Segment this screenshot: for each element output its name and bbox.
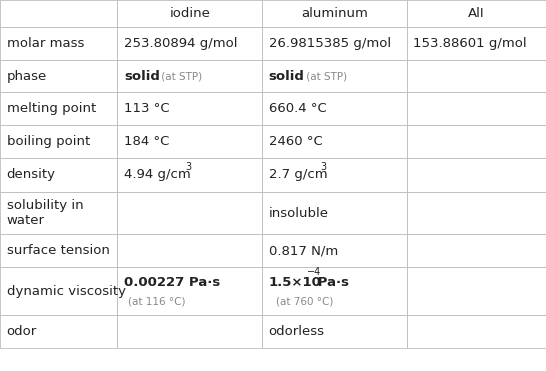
Bar bbox=[0, 315, 117, 348]
Bar bbox=[117, 267, 262, 315]
Bar bbox=[117, 192, 262, 234]
Text: odorless: odorless bbox=[269, 325, 325, 338]
Text: AlI: AlI bbox=[468, 7, 485, 20]
Text: 26.9815385 g/mol: 26.9815385 g/mol bbox=[269, 37, 391, 50]
Text: 0.817 N/m: 0.817 N/m bbox=[269, 244, 338, 257]
Bar bbox=[262, 315, 407, 348]
Text: 253.80894 g/mol: 253.80894 g/mol bbox=[124, 37, 238, 50]
Text: boiling point: boiling point bbox=[7, 135, 90, 148]
Text: 3: 3 bbox=[186, 162, 192, 172]
Text: (at 116 °C): (at 116 °C) bbox=[128, 297, 186, 307]
Text: melting point: melting point bbox=[7, 102, 96, 115]
Bar bbox=[262, 158, 407, 192]
Bar bbox=[407, 0, 546, 27]
Bar bbox=[117, 315, 262, 348]
Bar bbox=[0, 158, 117, 192]
Text: 0.00227 Pa·s: 0.00227 Pa·s bbox=[124, 276, 220, 289]
Text: 2.7 g/cm: 2.7 g/cm bbox=[269, 168, 327, 181]
Bar bbox=[0, 192, 117, 234]
Text: 113 °C: 113 °C bbox=[124, 102, 170, 115]
Text: solid: solid bbox=[124, 69, 160, 83]
Bar bbox=[0, 27, 117, 60]
Bar bbox=[117, 158, 262, 192]
Text: 184 °C: 184 °C bbox=[124, 135, 169, 148]
Text: phase: phase bbox=[7, 69, 47, 83]
Bar bbox=[407, 27, 546, 60]
Text: (at STP): (at STP) bbox=[303, 71, 347, 81]
Bar bbox=[262, 92, 407, 125]
Bar bbox=[407, 267, 546, 315]
Bar bbox=[262, 234, 407, 267]
Bar bbox=[407, 315, 546, 348]
Bar bbox=[117, 60, 262, 92]
Text: molar mass: molar mass bbox=[7, 37, 84, 50]
Bar bbox=[407, 158, 546, 192]
Text: 1.5×10: 1.5×10 bbox=[269, 276, 322, 289]
Bar bbox=[407, 60, 546, 92]
Text: surface tension: surface tension bbox=[7, 244, 109, 257]
Bar bbox=[117, 92, 262, 125]
Text: aluminum: aluminum bbox=[301, 7, 368, 20]
Bar bbox=[262, 0, 407, 27]
Text: solid: solid bbox=[269, 69, 305, 83]
Text: 2460 °C: 2460 °C bbox=[269, 135, 322, 148]
Bar bbox=[0, 234, 117, 267]
Text: density: density bbox=[7, 168, 56, 181]
Bar bbox=[0, 92, 117, 125]
Text: (at 760 °C): (at 760 °C) bbox=[276, 297, 333, 307]
Text: insoluble: insoluble bbox=[269, 207, 329, 220]
Bar bbox=[262, 27, 407, 60]
Text: Pa·s: Pa·s bbox=[313, 276, 349, 289]
Text: 3: 3 bbox=[320, 162, 326, 172]
Text: 4.94 g/cm: 4.94 g/cm bbox=[124, 168, 191, 181]
Bar bbox=[117, 27, 262, 60]
Bar bbox=[262, 125, 407, 158]
Bar bbox=[407, 192, 546, 234]
Text: iodine: iodine bbox=[169, 7, 210, 20]
Text: −4: −4 bbox=[307, 267, 321, 277]
Bar bbox=[117, 125, 262, 158]
Bar bbox=[262, 192, 407, 234]
Bar bbox=[262, 60, 407, 92]
Text: 153.88601 g/mol: 153.88601 g/mol bbox=[413, 37, 527, 50]
Text: solubility in
water: solubility in water bbox=[7, 199, 83, 227]
Bar bbox=[0, 60, 117, 92]
Bar bbox=[262, 267, 407, 315]
Bar bbox=[117, 234, 262, 267]
Text: 660.4 °C: 660.4 °C bbox=[269, 102, 327, 115]
Bar bbox=[407, 125, 546, 158]
Bar bbox=[117, 0, 262, 27]
Bar bbox=[0, 125, 117, 158]
Bar bbox=[407, 92, 546, 125]
Bar bbox=[0, 267, 117, 315]
Bar bbox=[407, 234, 546, 267]
Text: odor: odor bbox=[7, 325, 37, 338]
Bar bbox=[0, 0, 117, 27]
Text: (at STP): (at STP) bbox=[158, 71, 203, 81]
Text: dynamic viscosity: dynamic viscosity bbox=[7, 285, 126, 298]
